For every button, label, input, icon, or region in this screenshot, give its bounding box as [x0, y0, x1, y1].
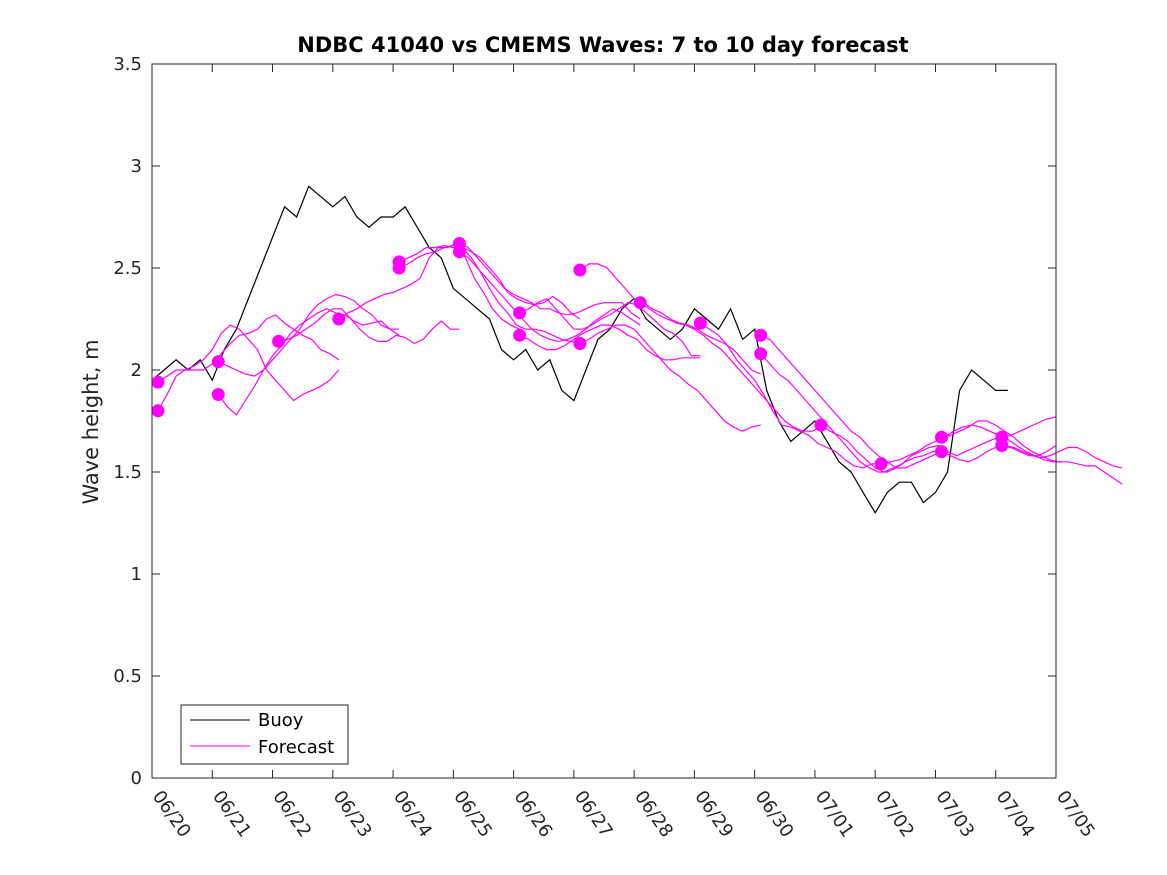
- forecast-start-marker: [392, 261, 406, 275]
- forecast-start-marker: [814, 418, 828, 432]
- forecast-start-marker: [151, 375, 165, 389]
- forecast-series-line: [278, 308, 460, 345]
- y-tick-label: 0.5: [113, 666, 142, 687]
- y-tick-label: 1.5: [113, 462, 142, 483]
- forecast-series-line: [398, 244, 581, 320]
- forecast-series-line: [218, 293, 400, 377]
- forecast-start-marker: [935, 430, 948, 444]
- forecast-start-marker: [151, 404, 165, 418]
- forecast-start-marker: [995, 439, 1009, 452]
- y-tick-label: 2: [131, 360, 142, 381]
- forecast-series-line: [519, 324, 701, 361]
- forecast-series-line: [398, 244, 581, 345]
- plot-frame: [151, 63, 1057, 779]
- forecast-start-marker: [513, 328, 527, 342]
- legend-box: [180, 704, 349, 765]
- forecast-start-marker: [573, 337, 587, 350]
- legend: Buoy Forecast: [180, 704, 349, 765]
- forecast-series-line: [1001, 444, 1057, 457]
- forecast-start-marker: [754, 328, 768, 342]
- forecast-start-marker: [332, 312, 346, 326]
- forecast-series-line: [157, 324, 340, 412]
- plot-area: [152, 64, 1056, 778]
- forecast-start-marker: [452, 245, 466, 259]
- legend-forecast-label: Forecast: [258, 737, 334, 758]
- forecast-series-line: [459, 251, 641, 343]
- forecast-series-line: [820, 424, 1002, 473]
- y-tick-label: 0: [131, 768, 142, 789]
- forecast-start-marker: [935, 445, 948, 459]
- forecast-start-marker: [693, 316, 707, 330]
- forecast-series-line: [459, 242, 641, 320]
- forecast-series-line: [700, 322, 882, 469]
- forecast-series-line: [157, 314, 340, 383]
- forecast-series-line: [217, 308, 400, 416]
- series-layer: [151, 185, 1123, 514]
- forecast-series-line: [579, 324, 761, 432]
- forecast-start-marker: [754, 347, 768, 361]
- chart-title: NDBC 41040 vs CMEMS Waves: 7 to 10 day f…: [297, 33, 908, 57]
- y-tick-label: 3.5: [113, 54, 142, 75]
- legend-buoy-label: Buoy: [258, 710, 304, 731]
- forecast-start-marker: [633, 296, 647, 310]
- forecast-start-marker: [874, 457, 888, 471]
- buoy-series-line: [151, 185, 1008, 514]
- forecast-start-marker: [513, 306, 527, 320]
- forecast-series-line: [639, 302, 822, 432]
- forecast-series-line: [519, 297, 701, 357]
- forecast-start-marker: [211, 355, 225, 369]
- forecast-start-marker: [211, 388, 225, 401]
- forecast-series-line: [1001, 416, 1057, 438]
- forecast-series-line: [338, 242, 520, 330]
- y-tick-label: 3: [131, 156, 142, 177]
- y-axis-label: Wave height, m: [79, 339, 103, 504]
- forecast-series-line: [941, 420, 1123, 485]
- forecast-start-marker: [573, 263, 587, 277]
- forecast-series-line: [760, 334, 942, 469]
- forecast-start-marker: [272, 334, 286, 348]
- y-tick-label: 1: [131, 564, 142, 585]
- y-tick-label: 2.5: [113, 258, 142, 279]
- forecast-series-line: [579, 263, 761, 375]
- forecast-series-line: [760, 353, 942, 473]
